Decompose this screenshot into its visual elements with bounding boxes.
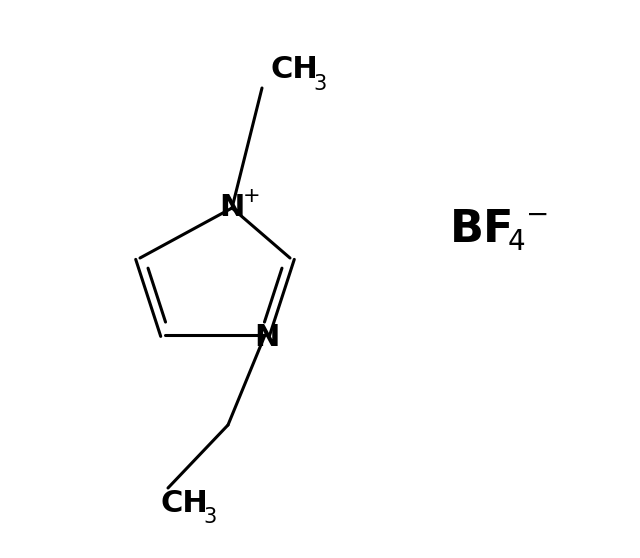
Text: BF: BF [450, 209, 515, 252]
Text: 3: 3 [204, 507, 216, 527]
Text: +: + [243, 186, 261, 206]
Text: CH: CH [160, 488, 208, 517]
Text: CH: CH [270, 55, 317, 84]
Text: 3: 3 [314, 74, 326, 94]
Text: N: N [254, 323, 280, 352]
Text: N: N [220, 194, 244, 223]
Text: −: − [526, 201, 549, 229]
Text: 4: 4 [508, 228, 525, 256]
